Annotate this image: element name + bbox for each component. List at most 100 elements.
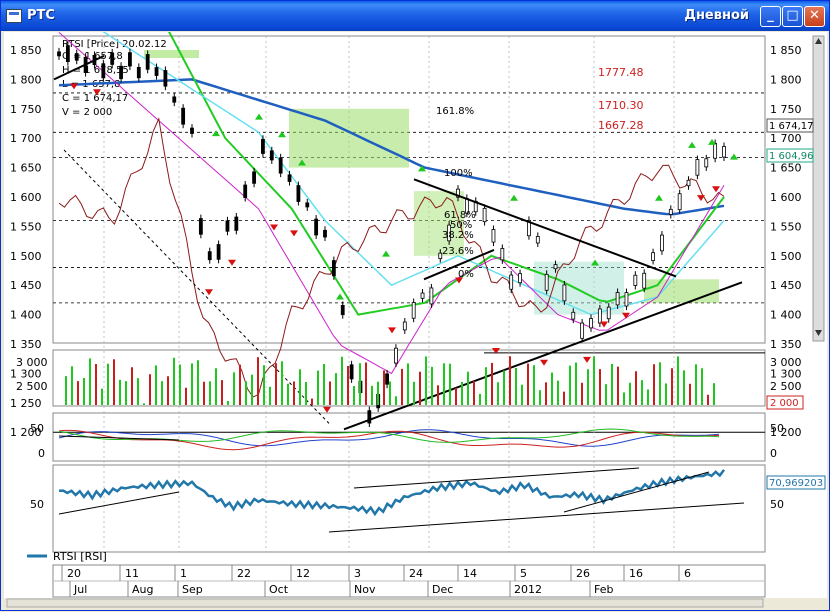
candle-body-0 xyxy=(57,51,61,57)
volume-bar-65 xyxy=(449,363,451,405)
price-tick-1600: 1 600 xyxy=(10,191,42,204)
volume-bar-108 xyxy=(707,394,709,405)
volume-bar-101 xyxy=(665,383,667,405)
volume-bar-85 xyxy=(569,365,571,405)
price-tick-1850: 1 850 xyxy=(10,44,42,57)
candle-body-70 xyxy=(367,410,372,424)
title-bar[interactable]: РТС Дневной _ □ ✕ xyxy=(1,1,829,31)
price-tick-right-1750: 1 750 xyxy=(770,103,802,116)
volume-bar-88 xyxy=(587,369,589,405)
volume-bar-42 xyxy=(311,398,313,405)
volume-bar-11 xyxy=(125,381,127,405)
volume-bar-16 xyxy=(155,365,157,405)
volume-bar-50 xyxy=(359,363,361,405)
volume-bar-99 xyxy=(653,364,655,405)
volume-bar-5 xyxy=(89,358,91,405)
day-label-0: 20 xyxy=(67,567,81,580)
volume-bar-84 xyxy=(563,391,565,405)
candle-body-18 xyxy=(136,67,141,79)
volume-bar-79 xyxy=(533,365,535,405)
chart-svg[interactable]: RTSI [RSI] RTSI [Price] 20.02.12 O = 1 6… xyxy=(4,0,827,608)
price-tick-right-1450: 1 450 xyxy=(770,279,802,292)
candle-body-14 xyxy=(119,65,123,80)
volume-bar-52 xyxy=(371,385,373,405)
trendline-support xyxy=(343,281,743,431)
scroll-down-icon[interactable] xyxy=(815,330,822,336)
up-arrow-icon-7 xyxy=(510,194,518,201)
fib-61: 61.8% xyxy=(444,210,476,221)
volume-bar-74 xyxy=(503,370,505,405)
volume-bar-22 xyxy=(191,363,193,405)
candle-body-36 xyxy=(216,244,221,260)
candle-body-140 xyxy=(677,193,682,211)
volume-bar-59 xyxy=(413,381,415,405)
candle-body-88 xyxy=(447,224,452,242)
target-1777: 1777.48 xyxy=(598,66,644,79)
down-arrow-icon-7 xyxy=(388,327,396,334)
volume-bar-29 xyxy=(233,372,235,405)
volume-bar-32 xyxy=(251,374,253,405)
volume-bar-93 xyxy=(617,366,619,405)
chart-area[interactable]: RTSI [RSI] RTSI [Price] 20.02.12 O = 1 6… xyxy=(4,0,827,608)
osc-trendline xyxy=(58,435,180,441)
candle-body-142 xyxy=(686,179,691,187)
volume-bar-63 xyxy=(437,385,439,405)
volume-bar-109 xyxy=(713,383,715,405)
volume-bar-102 xyxy=(671,368,673,405)
maximize-button[interactable]: □ xyxy=(782,6,803,27)
candle-body-86 xyxy=(438,252,443,259)
timeframe-label[interactable]: Дневной xyxy=(684,8,749,23)
candle-body-106 xyxy=(527,219,531,237)
candle-body-62 xyxy=(331,260,336,277)
candle-body-144 xyxy=(695,159,700,176)
volume-bar-33 xyxy=(257,357,259,405)
volume-bar-8 xyxy=(107,363,109,405)
rsi-line xyxy=(58,469,725,517)
candle-body-60 xyxy=(323,229,327,238)
volume-bar-18 xyxy=(167,376,169,405)
up-arrow-icon-6 xyxy=(418,165,426,172)
price-tick-1450: 1 450 xyxy=(10,279,42,292)
candle-body-46 xyxy=(261,138,265,154)
volume-bar-95 xyxy=(629,382,631,405)
up-arrow-icon-5 xyxy=(382,250,390,257)
volume-bar-78 xyxy=(527,363,529,405)
candle-body-132 xyxy=(642,272,647,289)
close-button[interactable]: ✕ xyxy=(804,6,825,27)
day-label-10: 16 xyxy=(629,567,643,580)
scroll-up-icon[interactable] xyxy=(815,38,822,44)
rsi-panel[interactable] xyxy=(52,464,766,553)
candle-body-52 xyxy=(287,174,292,182)
volume-bar-14 xyxy=(143,403,145,405)
volume-bar-55 xyxy=(389,381,391,405)
target-1710: 1710.30 xyxy=(598,99,644,112)
candle-body-58 xyxy=(314,218,319,236)
candle-body-136 xyxy=(660,234,664,252)
candle-body-28 xyxy=(181,107,186,125)
price-tick-right-1800: 1 800 xyxy=(770,73,802,86)
volume-bar-54 xyxy=(383,370,385,405)
vol-tick-2500: 2 500 xyxy=(16,380,48,393)
month-label-4: Nov xyxy=(354,583,376,596)
info-open: O = 1 657,8 xyxy=(62,51,123,62)
vertical-scrollbar[interactable] xyxy=(812,35,825,342)
volume-bar-47 xyxy=(341,356,343,405)
volume-bar-19 xyxy=(173,357,175,405)
fib-50: 50% xyxy=(450,220,472,231)
lagging-span-line xyxy=(58,117,725,398)
down-arrow-icon-1 xyxy=(93,89,101,96)
up-arrow-icon-4 xyxy=(336,293,344,300)
month-label-7: Feb xyxy=(594,583,613,596)
volume-badge xyxy=(766,395,804,410)
volume-bar-26 xyxy=(215,368,217,405)
candle-body-128 xyxy=(624,292,629,307)
volume-bar-72 xyxy=(491,362,493,405)
down-arrow-icon-12 xyxy=(600,321,608,328)
volume-bar-98 xyxy=(647,389,649,405)
cloud-block-0 xyxy=(144,50,199,58)
horizontal-scrollbar[interactable] xyxy=(6,598,764,608)
info-high: H = 1 678,55 xyxy=(62,65,129,76)
rsi-trend-4 xyxy=(563,471,710,513)
minimize-button[interactable]: _ xyxy=(760,6,781,27)
rsi-tick-50: 50 xyxy=(30,498,44,511)
